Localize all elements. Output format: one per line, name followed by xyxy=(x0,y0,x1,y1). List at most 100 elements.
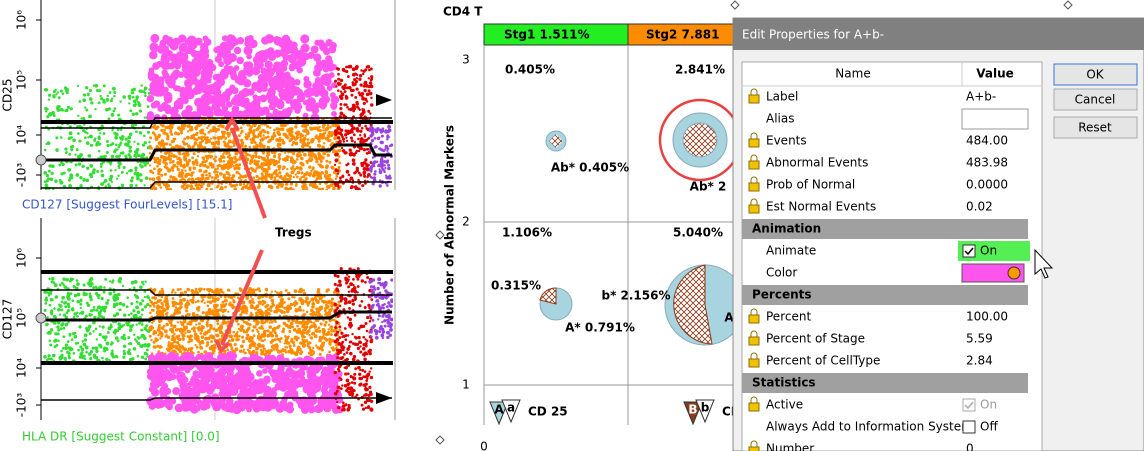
event-dot xyxy=(95,349,99,354)
event-dot xyxy=(130,312,133,315)
event-dot xyxy=(386,147,390,151)
event-dot xyxy=(139,89,144,94)
event-dot xyxy=(72,316,76,319)
event-dot xyxy=(69,107,73,111)
event-dot xyxy=(140,84,143,87)
event-dot xyxy=(267,166,271,171)
event-dot xyxy=(205,173,208,177)
event-dot xyxy=(325,398,333,407)
event-dot xyxy=(286,304,291,308)
event-dot xyxy=(307,158,311,163)
event-dot xyxy=(47,357,51,361)
event-dot xyxy=(301,150,304,154)
event-dot xyxy=(181,348,185,351)
event-dot xyxy=(67,293,70,296)
event-dot xyxy=(302,124,307,128)
event-dot xyxy=(214,73,223,82)
event-dot xyxy=(139,173,143,177)
event-dot xyxy=(230,346,234,349)
event-dot xyxy=(293,78,301,86)
event-dot xyxy=(282,327,286,331)
event-dot xyxy=(238,334,241,338)
event-dot xyxy=(162,398,172,408)
event-dot xyxy=(51,164,55,169)
event-dot xyxy=(104,338,107,342)
event-dot xyxy=(266,145,270,149)
event-dot xyxy=(53,283,58,288)
event-dot xyxy=(337,77,341,81)
event-dot xyxy=(248,299,252,304)
event-dot xyxy=(179,320,182,324)
event-dot xyxy=(262,300,267,305)
event-dot xyxy=(145,156,149,160)
event-dot xyxy=(170,53,179,62)
event-dot xyxy=(284,133,288,137)
event-dot xyxy=(66,295,69,299)
event-dot xyxy=(316,128,321,132)
event-dot xyxy=(56,332,60,336)
event-dot xyxy=(321,145,325,150)
event-dot xyxy=(107,117,111,121)
event-dot xyxy=(339,102,343,106)
event-dot xyxy=(216,312,220,316)
event-dot xyxy=(261,303,265,306)
event-dot xyxy=(344,95,349,99)
event-dot xyxy=(290,170,294,174)
event-dot xyxy=(61,92,65,95)
event-dot xyxy=(337,136,341,140)
event-dot xyxy=(339,111,344,116)
event-dot xyxy=(264,309,268,314)
event-dot xyxy=(321,383,329,391)
event-dot xyxy=(286,341,291,345)
y-axis-label: CD25 xyxy=(1,79,15,112)
event-dot xyxy=(225,397,234,406)
event-dot xyxy=(47,354,51,358)
event-dot xyxy=(259,348,263,352)
event-dot xyxy=(216,167,219,171)
event-dot xyxy=(301,134,305,137)
event-dot xyxy=(333,328,337,333)
event-dot xyxy=(219,101,226,108)
event-dot xyxy=(367,89,371,93)
event-dot xyxy=(161,114,168,121)
event-dot xyxy=(382,164,385,167)
event-dot xyxy=(292,343,296,347)
event-dot xyxy=(97,101,101,105)
event-dot xyxy=(134,184,138,187)
event-dot xyxy=(325,159,329,163)
event-dot xyxy=(208,312,212,316)
event-dot xyxy=(284,338,289,343)
event-dot xyxy=(206,300,210,304)
event-dot xyxy=(76,125,79,128)
event-dot xyxy=(308,165,312,169)
event-dot xyxy=(194,62,202,70)
event-dot xyxy=(47,98,51,101)
event-dot xyxy=(88,88,92,93)
event-dot xyxy=(53,307,56,310)
event-dot xyxy=(250,305,254,310)
event-dot xyxy=(208,174,212,178)
event-dot xyxy=(112,290,116,294)
event-dot xyxy=(196,299,200,303)
event-dot xyxy=(300,34,310,44)
event-dot xyxy=(159,123,163,126)
event-dot xyxy=(48,303,52,307)
event-dot xyxy=(222,291,225,294)
event-dot xyxy=(129,109,133,113)
event-dot xyxy=(68,152,72,156)
event-dot xyxy=(204,105,213,115)
event-dot xyxy=(72,351,76,355)
event-dot xyxy=(124,154,128,158)
event-dot xyxy=(335,175,339,178)
event-dot xyxy=(171,169,175,172)
event-dot xyxy=(355,166,359,171)
event-dot xyxy=(171,160,175,163)
event-dot xyxy=(213,170,217,174)
event-dot xyxy=(323,336,327,340)
event-dot xyxy=(306,138,310,141)
event-dot xyxy=(180,124,185,129)
event-dot xyxy=(141,299,145,303)
event-dot xyxy=(219,288,223,292)
marker xyxy=(35,154,47,166)
event-dot xyxy=(148,304,152,308)
